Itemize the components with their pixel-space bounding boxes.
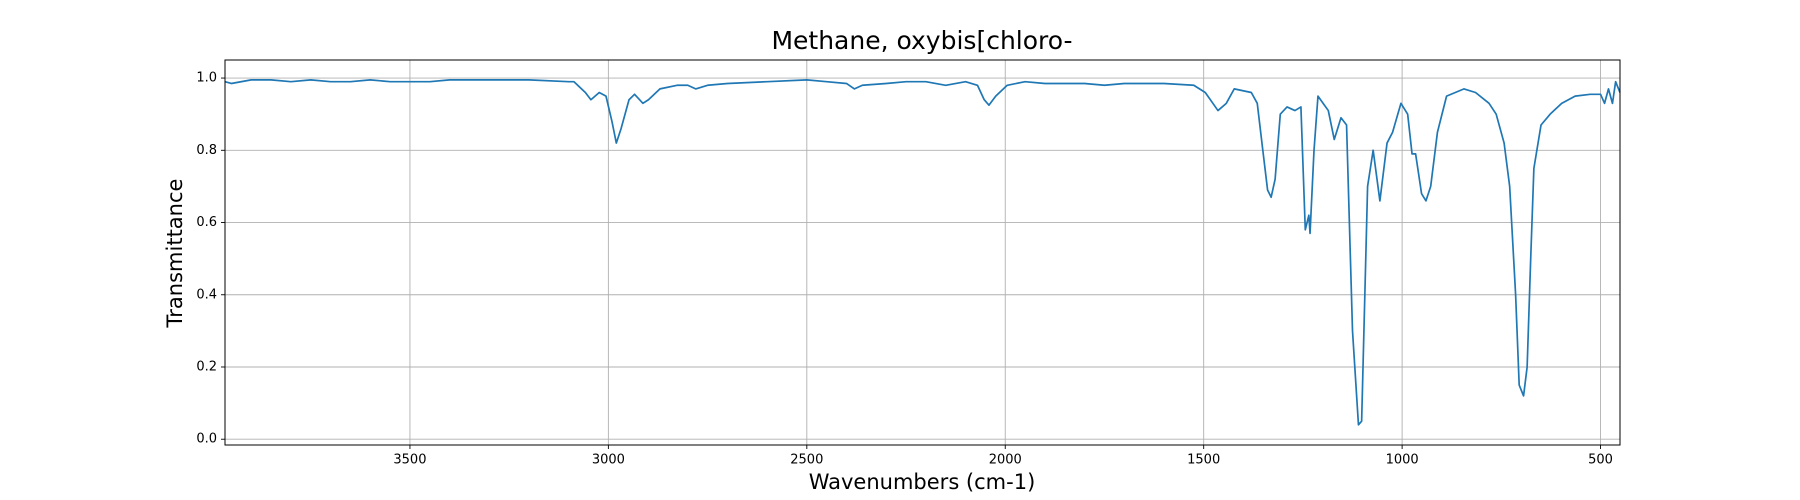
y-tick-label: 0.8 [196,143,217,158]
x-tick-label: 1000 [1386,453,1419,468]
x-tick-label: 2500 [790,453,823,468]
x-tick-label: 3000 [592,453,625,468]
x-tick-label: 2000 [989,453,1022,468]
plot-frame [224,59,1621,446]
y-tick-label: 0.6 [196,215,217,230]
y-tick-label: 0.4 [196,287,217,302]
x-tick-label: 1500 [1187,453,1220,468]
x-tick-label: 3500 [393,453,426,468]
x-axis-label: Wavenumbers (cm-1) [809,470,1036,494]
y-tick-label: 0.0 [196,432,217,447]
spectrum-line [224,79,1621,426]
y-axis-label: Transmittance [163,179,187,329]
chart-title: Methane, oxybis[chloro- [771,26,1072,55]
y-tick-label: 0.2 [196,359,217,374]
y-tick-label: 1.0 [196,71,217,86]
x-tick-label: 500 [1588,453,1613,468]
